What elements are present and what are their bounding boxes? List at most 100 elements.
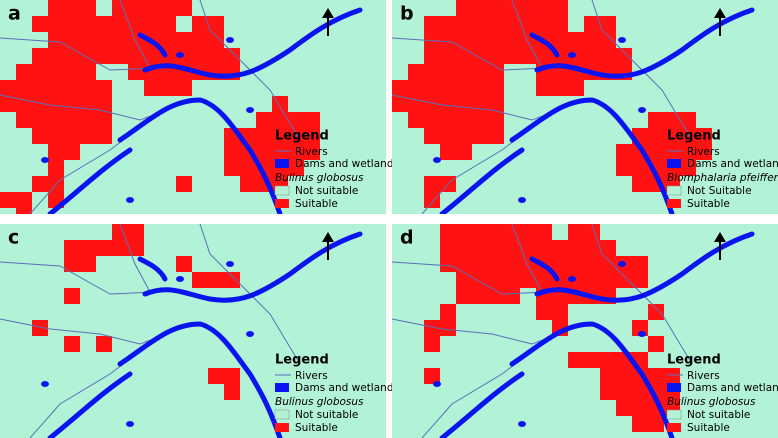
suitable-cell bbox=[128, 64, 144, 80]
suitable-cell bbox=[192, 48, 208, 64]
suitable-cell bbox=[32, 320, 48, 336]
dam-wetland bbox=[176, 276, 184, 282]
suitable-cell bbox=[160, 80, 176, 96]
suitable-cell bbox=[176, 80, 192, 96]
suitable-cell bbox=[48, 80, 64, 96]
dam-wetland bbox=[226, 261, 234, 267]
dam-wetland bbox=[47, 147, 133, 214]
suitable-cell bbox=[488, 112, 504, 128]
suitable-cell bbox=[456, 32, 472, 48]
suitable-cell bbox=[456, 224, 472, 240]
legend-dam-swatch bbox=[667, 383, 681, 392]
map-body bbox=[0, 0, 386, 214]
legend-label: Not suitable bbox=[687, 409, 750, 421]
suitable-cell bbox=[80, 80, 96, 96]
suitable-cell bbox=[568, 80, 584, 96]
suitable-cell bbox=[456, 48, 472, 64]
suitable-cell bbox=[96, 128, 112, 144]
suitable-cell bbox=[440, 64, 456, 80]
suitable-cell bbox=[408, 64, 424, 80]
suitable-cell bbox=[504, 256, 520, 272]
suitable-cell bbox=[584, 32, 600, 48]
river bbox=[392, 261, 548, 295]
legend-suitable-swatch bbox=[275, 423, 289, 432]
suitable-cell bbox=[112, 240, 128, 256]
suitable-cell bbox=[256, 144, 272, 160]
suitable-cell bbox=[488, 32, 504, 48]
legend-species: Biomphalaria pfeifferi bbox=[667, 172, 778, 184]
dam-wetland bbox=[142, 7, 363, 79]
suitable-cell bbox=[664, 128, 680, 144]
suitable-cell bbox=[488, 48, 504, 64]
suitable-cell bbox=[440, 240, 456, 256]
suitable-cell bbox=[128, 16, 144, 32]
dam-wetland bbox=[618, 37, 626, 43]
suitable-cell bbox=[0, 192, 16, 208]
suitable-cell bbox=[472, 32, 488, 48]
legend-label: Dams and wetlands bbox=[295, 382, 399, 394]
suitable-cell bbox=[440, 96, 456, 112]
suitable-cell bbox=[176, 176, 192, 192]
suitable-cell bbox=[64, 288, 80, 304]
suitable-cell bbox=[616, 160, 632, 176]
dam-wetland bbox=[433, 157, 441, 163]
suitable-cell bbox=[616, 144, 632, 160]
suitable-cell bbox=[224, 368, 240, 384]
suitable-cell bbox=[80, 240, 96, 256]
suitable-cell bbox=[64, 256, 80, 272]
suitable-cell bbox=[664, 112, 680, 128]
suitable-cell bbox=[552, 16, 568, 32]
legend-label: Not suitable bbox=[295, 185, 358, 197]
dam-wetland bbox=[529, 32, 560, 58]
suitable-cell bbox=[144, 80, 160, 96]
legend-species: Bulinus globosus bbox=[275, 172, 364, 184]
suitable-cell bbox=[144, 0, 160, 16]
suitable-cell bbox=[472, 224, 488, 240]
suitable-cell bbox=[32, 80, 48, 96]
north-arrow-head bbox=[714, 232, 726, 242]
suitable-cell bbox=[536, 224, 552, 240]
suitable-cell bbox=[64, 0, 80, 16]
suitable-cell bbox=[440, 32, 456, 48]
suitable-cell bbox=[600, 352, 616, 368]
suitable-cell bbox=[48, 96, 64, 112]
suitable-cell bbox=[648, 112, 664, 128]
suitable-cell bbox=[472, 48, 488, 64]
suitable-cell bbox=[552, 240, 568, 256]
suitable-cell bbox=[504, 288, 520, 304]
suitable-cell bbox=[424, 176, 440, 192]
suitable-cell bbox=[424, 16, 440, 32]
suitable-cell bbox=[440, 144, 456, 160]
suitable-cell bbox=[16, 96, 32, 112]
suitable-cell bbox=[96, 112, 112, 128]
dam-wetland bbox=[534, 7, 755, 79]
suitable-cell bbox=[224, 272, 240, 288]
dam-wetland bbox=[618, 261, 626, 267]
legend-not-suitable-swatch bbox=[666, 185, 682, 196]
suitable-cell bbox=[80, 112, 96, 128]
panel-letter: b bbox=[400, 3, 414, 25]
suitable-cell bbox=[64, 96, 80, 112]
dam-wetland bbox=[638, 331, 646, 337]
suitable-cell bbox=[552, 80, 568, 96]
suitable-cell bbox=[648, 144, 664, 160]
river bbox=[392, 37, 548, 71]
suitable-cell bbox=[472, 256, 488, 272]
legend-not-suitable-swatch bbox=[274, 185, 290, 196]
suitable-cell bbox=[96, 16, 112, 32]
suitable-cell bbox=[488, 16, 504, 32]
dam-wetland bbox=[117, 321, 283, 438]
suitable-cell bbox=[64, 144, 80, 160]
legend-title: Legend bbox=[275, 353, 329, 368]
legend-title: Legend bbox=[667, 353, 721, 368]
dam-wetland bbox=[439, 371, 525, 438]
panel-letter: d bbox=[400, 227, 414, 249]
dam-wetland bbox=[534, 231, 755, 303]
legend-label: Rivers bbox=[687, 146, 720, 158]
dam-wetland bbox=[142, 231, 363, 303]
suitable-cell bbox=[32, 128, 48, 144]
suitable-cell bbox=[440, 48, 456, 64]
suitable-cell bbox=[48, 0, 64, 16]
suitable-cell bbox=[424, 192, 440, 208]
